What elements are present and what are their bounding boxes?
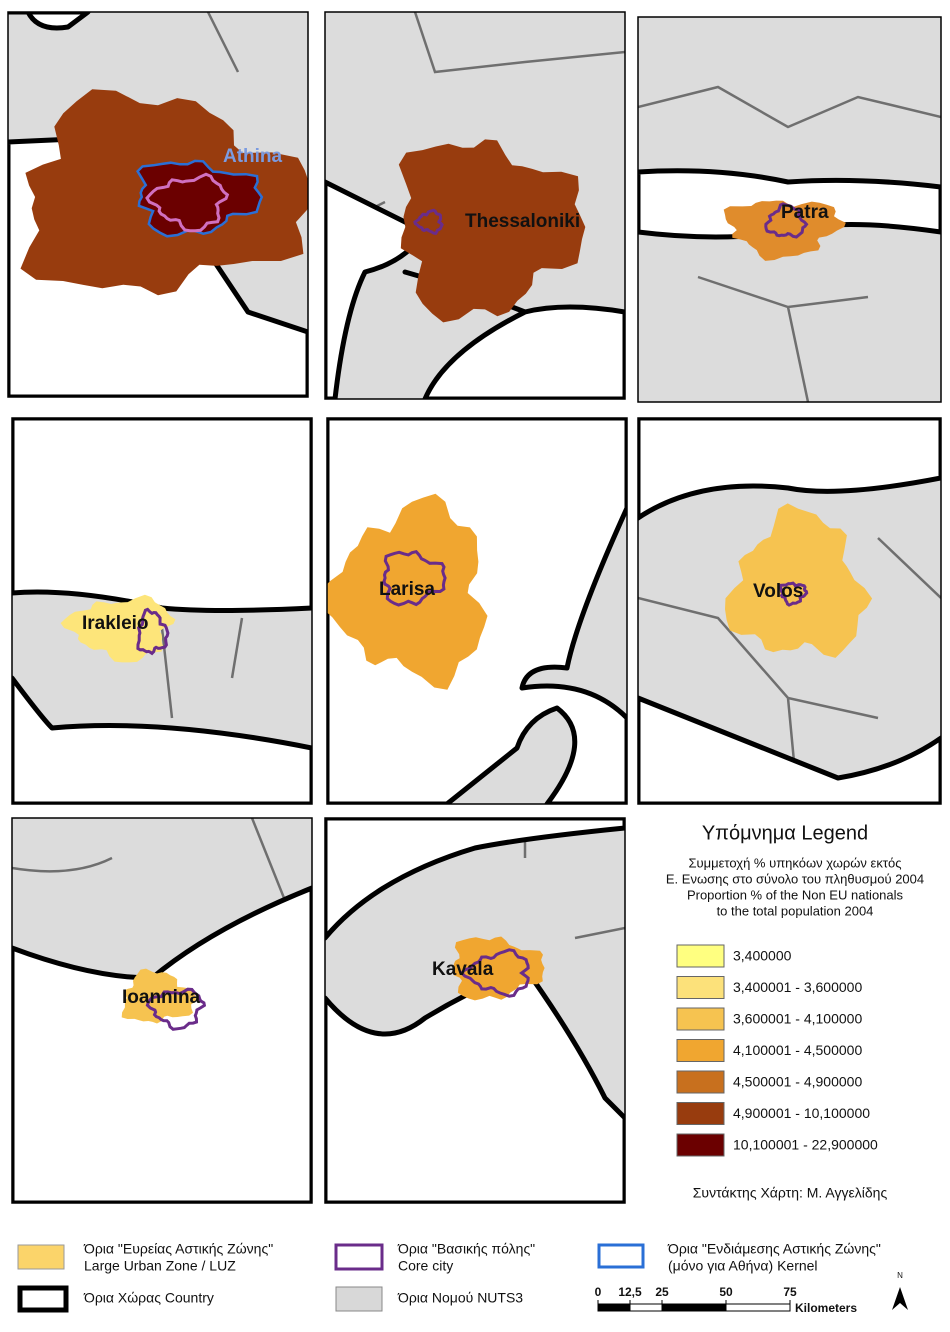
panel-content: Ioannina xyxy=(12,818,312,1203)
north-arrow xyxy=(892,1287,908,1310)
core-city xyxy=(778,581,809,607)
nuts3-boundary xyxy=(638,85,941,402)
city-label: Athina xyxy=(223,146,283,167)
legend-item-line1: Όρια Νομού NUTS3 xyxy=(397,1290,523,1306)
bottom-legend: Όρια "Ευρείας Αστικής Ζώνης"Large Urban … xyxy=(17,1241,881,1313)
legend: Υπόμνημα Legend Συμμετοχή % υπηκόων χωρών… xyxy=(666,822,924,1200)
north-label: N xyxy=(897,1271,903,1280)
panel-content: Thessaloniki xyxy=(325,12,625,399)
legend-item-line2: Large Urban Zone / LUZ xyxy=(84,1258,236,1274)
city-label: Larisa xyxy=(379,579,435,600)
core-symbol xyxy=(334,1243,384,1271)
legend-swatch xyxy=(676,976,725,999)
legend-class-label: 3,400000 xyxy=(733,948,792,964)
map-panel: Irakleio xyxy=(11,417,313,805)
legend-item-line2: (μόνο για Αθήνα) Kernel xyxy=(668,1258,818,1274)
legend-swatch xyxy=(676,1070,725,1094)
city-label: Kavala xyxy=(432,959,494,980)
city-label: Ioannina xyxy=(122,987,201,1008)
legend-item-line1: Όρια "Βασικής πόλης" xyxy=(397,1241,535,1257)
map-panel: Thessaloniki xyxy=(324,11,626,400)
map-panel: Athina xyxy=(7,11,309,398)
panel-content: Irakleio xyxy=(12,418,312,804)
core-city xyxy=(136,607,170,656)
legend-swatch xyxy=(676,1133,725,1157)
legend-subtitle: Ε. Ενωσης στο σύνολο του πληθυσμού 2004 xyxy=(666,871,924,886)
map-panel: Larisa xyxy=(326,417,628,805)
legend-item-line2: Core city xyxy=(398,1258,453,1274)
scale-segment xyxy=(597,1303,631,1312)
luz-area xyxy=(60,594,176,663)
panel-content: Patra xyxy=(638,17,941,402)
luz-symbol xyxy=(17,1244,65,1270)
luz-area xyxy=(327,493,488,690)
scale-tick-label: 50 xyxy=(719,1285,733,1299)
core-city xyxy=(764,202,809,239)
scale-segment xyxy=(661,1303,727,1312)
nuts3-boundary xyxy=(160,617,244,719)
panel-content: Larisa xyxy=(327,418,627,804)
nuts3-symbol xyxy=(335,1286,383,1312)
legend-swatch xyxy=(676,1102,725,1125)
city-label: Irakleio xyxy=(82,613,149,634)
scale-tick-label: 75 xyxy=(783,1285,797,1299)
panel-content: Volos xyxy=(638,418,941,804)
map-panel: Volos xyxy=(637,417,942,805)
legend-class-label: 3,400001 - 3,600000 xyxy=(733,979,862,995)
legend-item-line1: Όρια "Ενδιάμεσης Αστικής Ζώνης" xyxy=(667,1241,881,1257)
city-label: Volos xyxy=(753,581,803,602)
panel-frame xyxy=(326,417,628,805)
city-label: Thessaloniki xyxy=(465,211,580,232)
legend-swatch xyxy=(676,1039,725,1062)
legend-class-label: 4,500001 - 4,900000 xyxy=(733,1074,862,1090)
panel-frame xyxy=(637,16,942,403)
legend-subtitle: Proportion % of the Non EU nationals xyxy=(687,887,904,902)
panel-frame xyxy=(637,417,942,805)
scale-tick-label: 12,5 xyxy=(618,1285,642,1299)
map-panel: Kavala xyxy=(324,817,626,1204)
sea xyxy=(638,418,941,804)
map-panel: Ioannina xyxy=(11,817,313,1204)
legend-class-label: 4,100001 - 4,500000 xyxy=(733,1042,862,1058)
scale-segment xyxy=(629,1303,663,1312)
scale-segment xyxy=(725,1303,791,1312)
legend-subtitle: Συμμετοχή % υπηκόων χωρών εκτός xyxy=(689,855,902,870)
legend-item-line1: Όρια "Ευρείας Αστικής Ζώνης" xyxy=(83,1241,273,1257)
scale-tick-label: 25 xyxy=(655,1285,669,1299)
luz-area xyxy=(725,503,873,658)
panel-content: Athina xyxy=(8,12,308,397)
author: Συντάκτης Χάρτη: Μ. Αγγελίδης xyxy=(693,1185,888,1201)
core-city xyxy=(413,208,444,236)
panel-frame xyxy=(324,11,626,400)
city-label: Patra xyxy=(781,202,829,223)
map-panel: Patra xyxy=(637,16,942,403)
core-city xyxy=(382,550,447,607)
kernel-symbol xyxy=(597,1243,645,1269)
core-city xyxy=(459,948,530,998)
legend-swatch xyxy=(676,1007,725,1031)
legend-class-label: 10,100001 - 22,900000 xyxy=(733,1137,878,1153)
core-city xyxy=(145,172,230,233)
panel-frame xyxy=(11,417,313,805)
scale-unit: Kilometers xyxy=(795,1301,857,1315)
luz-area xyxy=(398,139,586,323)
scale-bar: 0 12,5 25 50 75 Kilometers xyxy=(595,1285,858,1315)
core-city xyxy=(145,987,207,1031)
sea xyxy=(12,885,312,1203)
legend-class-label: 4,900001 - 10,100000 xyxy=(733,1105,870,1121)
panel-frame xyxy=(11,817,313,1204)
legend-class-label: 3,600001 - 4,100000 xyxy=(733,1011,862,1027)
scale-tick-label: 0 xyxy=(595,1285,602,1299)
legend-title: Υπόμνημα Legend xyxy=(702,822,868,844)
legend-swatch xyxy=(676,944,725,968)
panel-frame xyxy=(324,817,626,1204)
panel-frame xyxy=(7,11,309,398)
legend-item-line1: Όρια Χώρας Country xyxy=(83,1290,214,1306)
panel-content: Kavala xyxy=(325,818,625,1203)
kernel-area xyxy=(136,159,264,238)
country-symbol xyxy=(17,1285,69,1313)
legend-subtitle: to the total population 2004 xyxy=(717,903,874,918)
luz-area xyxy=(723,200,846,261)
